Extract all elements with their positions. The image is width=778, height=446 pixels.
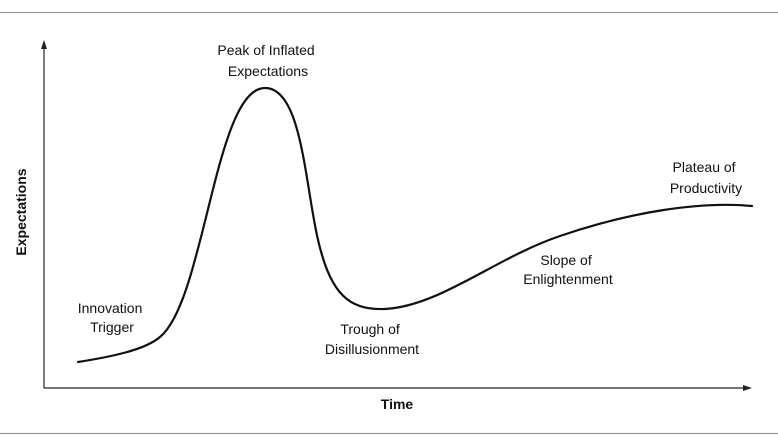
x-axis-label: Time <box>381 396 414 412</box>
top-rule <box>0 12 778 13</box>
hype-curve <box>76 86 754 364</box>
y-axis-label: Expectations <box>13 168 29 255</box>
y-axis-arrow-icon <box>41 40 47 49</box>
label-plateau-of-productivity: Plateau of Productivity <box>670 159 742 196</box>
label-peak-of-inflated-expectations: Peak of Inflated Expectations <box>217 42 318 79</box>
label-trough-of-disillusionment: Trough of Disillusionment <box>325 321 419 357</box>
label-slope-of-enlightenment: Slope of Enlightenment <box>523 252 613 287</box>
bottom-rule <box>0 433 778 434</box>
x-axis-arrow-icon <box>743 385 752 391</box>
label-innovation-trigger: Innovation Trigger <box>78 300 147 335</box>
